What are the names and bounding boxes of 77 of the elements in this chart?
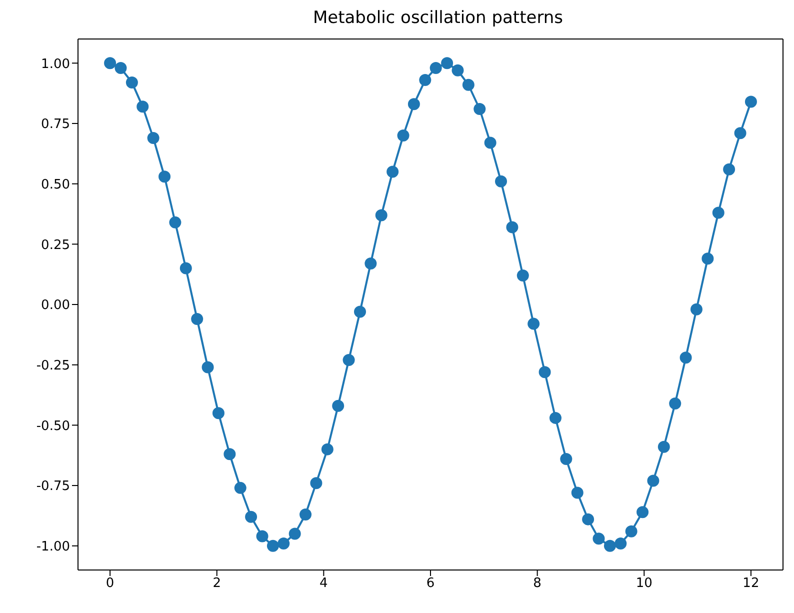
y-tick-label: 1.00 (41, 56, 70, 72)
point (560, 452, 572, 465)
point (234, 482, 246, 494)
x-tick-label: 10 (636, 576, 652, 592)
point (104, 57, 116, 70)
point (224, 448, 236, 460)
y-tick-label: 0.25 (41, 238, 70, 253)
point (669, 397, 682, 410)
point (474, 102, 486, 115)
point (625, 525, 638, 538)
x-tick-label: 2 (212, 576, 222, 592)
point (288, 528, 301, 540)
point (582, 513, 594, 526)
point (126, 76, 138, 88)
y-tick-label: -0.75 (36, 479, 70, 494)
point (245, 510, 258, 523)
point (266, 540, 279, 552)
point (495, 175, 507, 188)
point (592, 532, 605, 545)
x-tick-label: 0 (106, 576, 114, 592)
point (202, 361, 214, 374)
y-tick-label: -0.50 (36, 418, 70, 434)
chart-title: Metabolic oscillation patterns (312, 8, 564, 30)
x-tick-label: 6 (426, 576, 435, 592)
point (506, 221, 518, 234)
point (375, 209, 388, 222)
x-tick-label: 8 (533, 576, 542, 592)
point (430, 62, 442, 74)
point (256, 530, 268, 542)
point (484, 136, 496, 149)
point (614, 537, 627, 550)
point (549, 412, 562, 424)
point (342, 354, 355, 366)
point (658, 440, 670, 453)
y-tick-label: 0.00 (41, 298, 70, 314)
point (364, 257, 377, 270)
point (136, 100, 149, 113)
x-tick-label: 4 (320, 576, 328, 592)
point (441, 57, 454, 70)
point (680, 352, 692, 364)
point (169, 216, 182, 228)
point (332, 400, 344, 412)
point (604, 540, 616, 552)
x-tick-label: 12 (742, 576, 760, 592)
point (744, 96, 757, 108)
y-tick-label: 0.75 (41, 117, 70, 132)
point (397, 130, 410, 142)
point (147, 132, 160, 144)
point (462, 78, 474, 91)
y-tick-label: 0.50 (41, 177, 70, 192)
point (647, 474, 660, 487)
point (158, 170, 171, 183)
y-tick-label: -1.00 (36, 539, 70, 554)
point (636, 506, 649, 518)
point (278, 537, 290, 550)
point (528, 318, 540, 330)
point (300, 508, 312, 520)
point (386, 166, 399, 178)
point (419, 74, 432, 86)
point (712, 206, 724, 219)
point (180, 262, 192, 274)
point (191, 312, 204, 325)
point (114, 62, 127, 74)
point (408, 98, 420, 110)
point (516, 270, 529, 282)
point (212, 407, 224, 420)
point (723, 163, 736, 176)
point (538, 366, 551, 378)
point (354, 306, 366, 318)
point (734, 127, 746, 140)
point (452, 64, 464, 76)
y-tick-label: -0.25 (36, 358, 70, 374)
point (690, 303, 702, 316)
point (571, 486, 584, 499)
point (702, 252, 714, 265)
point (321, 443, 334, 456)
point (310, 477, 322, 490)
